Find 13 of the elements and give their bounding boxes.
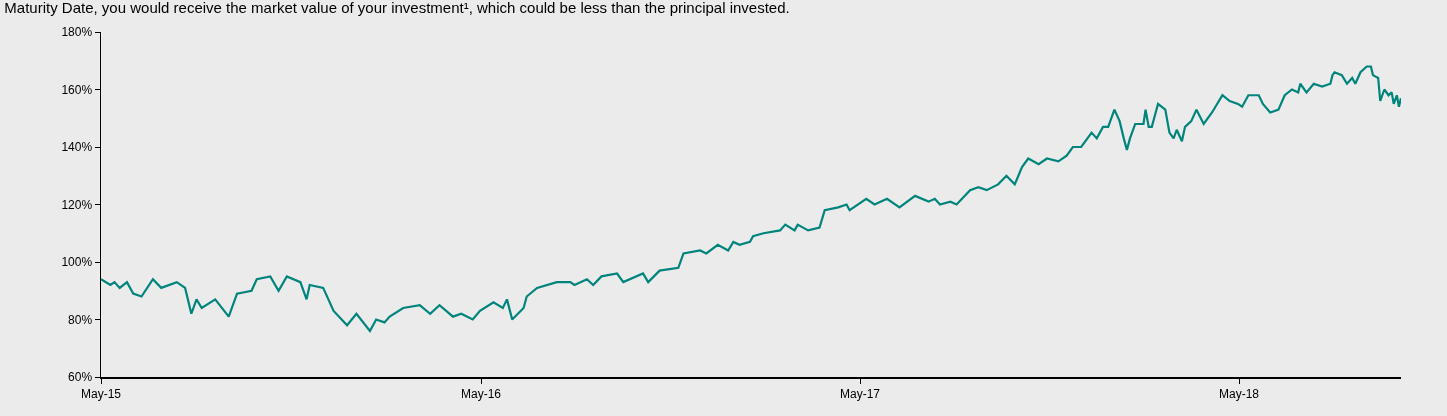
chart-title: Maturity Date, you would receive the market value of your investment¹, which could be less than the principal invested.: [4, 0, 790, 16]
y-tick-label: 180%: [61, 25, 93, 40]
y-tick-label: 140%: [61, 140, 93, 155]
y-tick-label: 120%: [61, 197, 93, 212]
x-tick-label: May-16: [461, 386, 502, 401]
y-tick-label: 100%: [61, 255, 93, 270]
y-tick-label: 80%: [68, 312, 93, 327]
line-series: [101, 65, 1401, 333]
y-tick-label: 160%: [61, 82, 93, 97]
x-tick-label: May-17: [840, 386, 881, 401]
x-tick-label: May-15: [80, 386, 122, 401]
x-tick-label: May-18: [1219, 386, 1260, 401]
y-tick-label: 60%: [68, 370, 93, 385]
